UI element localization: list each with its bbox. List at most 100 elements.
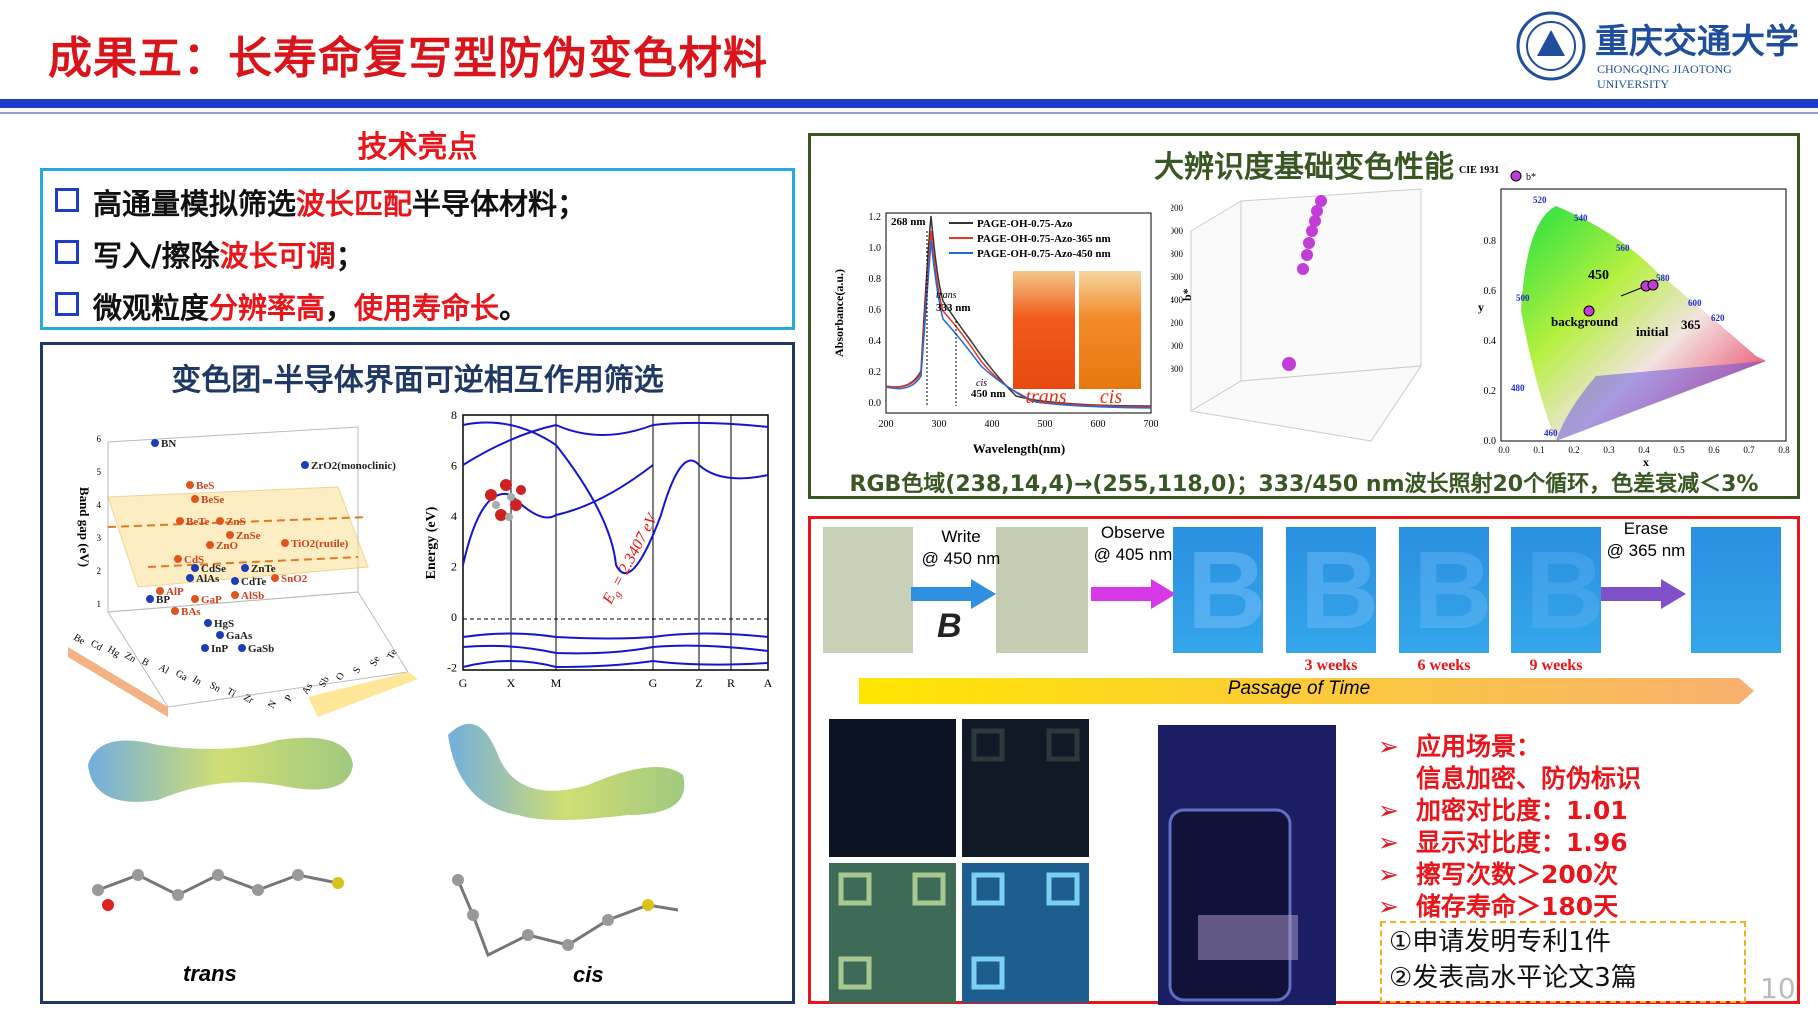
color-caption: RGB色域(238,14,4)→(255,118,0)；333/450 nm波长… (849, 472, 1759, 497)
z-tick-label: 4 (97, 500, 102, 510)
cis-label: cis (573, 962, 604, 987)
material-label: InP (211, 643, 228, 655)
step-action: Observe (1100, 523, 1166, 542)
annotation: trans (936, 290, 957, 301)
material-label: CdS (184, 554, 204, 566)
highlight-text: 微观粒度 (93, 291, 210, 325)
application-text: 显示对比度：1.96 (1416, 828, 1628, 857)
annotation: 333 nm (936, 302, 971, 314)
cation-label: Cd (89, 638, 105, 653)
cation-label: In (191, 674, 204, 688)
material-label: BN (161, 438, 176, 450)
week-label: 6 weeks (1417, 657, 1471, 674)
y-tick-label: 2 (451, 560, 457, 574)
step-wavelength: @ 405 nm (1093, 545, 1173, 564)
step-wavelength: @ 450 nm (921, 549, 1001, 568)
application-item: ➢ 加密对比度：1.01 (1378, 795, 1641, 827)
k-point-label: A (764, 676, 773, 690)
material-point (186, 574, 194, 582)
material-label: ZnSe (236, 530, 261, 542)
material-point (191, 495, 199, 503)
highlight-item: 微观粒度分辨率高，使用寿命长。 (55, 285, 528, 327)
logo-cn: 重庆交通大学 (1595, 22, 1799, 62)
material-label: BeTe (186, 516, 210, 528)
y-tick-label: -2 (447, 661, 457, 675)
qr-grid (829, 719, 1089, 1003)
anion-label: O (334, 671, 347, 683)
highlight-text: ； (335, 239, 365, 273)
z-tick-label: 2400 (1171, 295, 1184, 305)
outputs-box (1380, 921, 1746, 1003)
k-point-label: G (649, 676, 658, 690)
y-tick-label: 0.6 (869, 305, 882, 316)
step-action: Erase (1623, 519, 1669, 538)
material-point (171, 607, 179, 615)
y-tick-label: 1.2 (869, 212, 882, 223)
material-label: GaP (201, 594, 222, 606)
material-point (146, 595, 154, 603)
exposed-film: B (1173, 527, 1266, 653)
cation-label: Ti (225, 686, 238, 700)
legend-label: PAGE-OH-0.75-Azo-365 nm (977, 233, 1111, 245)
k-point-label: G (459, 676, 468, 690)
cation-label: Hg (106, 644, 122, 660)
application-text: 擦写次数＞200次 (1416, 860, 1619, 889)
write-letter: B (937, 607, 962, 645)
material-label: SnO2 (281, 573, 308, 585)
material-point (151, 439, 159, 447)
y-tick-label: 0.6 (1484, 286, 1497, 297)
header-line (0, 112, 1818, 114)
week-label: 9 weeks (1529, 657, 1583, 674)
highlight-text: 使用寿命长 (354, 291, 500, 325)
cie-annotation: background (1551, 314, 1619, 329)
logo: 重庆交通大学 CHONGQING JIAOTONG UNIVERSITY (1515, 10, 1805, 91)
material-label: HgS (214, 618, 234, 630)
material-label: BeS (196, 480, 214, 492)
material-label: BeSe (201, 494, 224, 506)
y-tick-label: 0.2 (869, 367, 882, 378)
exposed-letter: B (1525, 529, 1605, 652)
logo-en: CHONGQING JIAOTONG UNIVERSITY (1597, 62, 1732, 91)
wavelength-label: 540 (1574, 213, 1588, 223)
highlight-text: 半导体材料； (412, 187, 587, 221)
bandgap-3d-plot: Band gap (eV)654321BNZrO2(monoclinic)BeS… (68, 426, 418, 717)
y-tick-label: 0.0 (1484, 436, 1497, 447)
x-axis-label: Wavelength(nm) (973, 441, 1065, 456)
material-label: TiO2(rutile) (291, 538, 349, 550)
annotation: cis (976, 378, 987, 389)
output-item: ①申请发明专利1件 (1389, 927, 1611, 957)
y-axis-label: Absorbance(a.u.) (832, 269, 846, 357)
material-label: ZnS (226, 516, 246, 528)
material-point (216, 631, 224, 639)
y-tick-label: 0 (451, 610, 457, 624)
highlights-box: 高通量模拟筛选波长匹配半导体材料； 写入/擦除波长可调； 微观粒度分辨率高，使用寿命… (40, 168, 795, 330)
material-label: CdSe (201, 563, 226, 575)
highlight-text: 。 (499, 291, 529, 325)
arrow-bullet: ➢ (1378, 892, 1399, 921)
material-label: BP (156, 594, 170, 606)
highlight-text: 分辨率高 (209, 291, 326, 325)
application-text: 加密对比度：1.01 (1416, 796, 1628, 825)
exposed-letter: B (1413, 529, 1493, 652)
z-tick-label: 5 (97, 467, 102, 477)
z-tick-label: 6 (97, 434, 102, 444)
material-point (271, 574, 279, 582)
material-point (174, 555, 182, 563)
z-tick-label: 1 (97, 599, 102, 609)
color-panel: 大辨识度基础变色性能 Absorbance(a.u.) 0.0 0.2 0.4 0.6 0… (808, 133, 1800, 499)
observe-arrow (1091, 579, 1176, 609)
y-tick-label: 0.0 (869, 398, 882, 409)
x-tick-label: 300 (932, 419, 947, 430)
highlight-text: 写入/擦除 (93, 239, 220, 273)
x-tick-label: 0.5 (1673, 445, 1685, 455)
screening-title: 变色团-半导体界面可逆相互作用筛选 (171, 363, 664, 398)
material-point (241, 564, 249, 572)
wavelength-label: 500 (1516, 293, 1530, 303)
k-point-label: M (551, 676, 562, 690)
header-bar (0, 99, 1818, 108)
wavelength-label: 520 (1533, 195, 1547, 205)
step-action: Write (941, 527, 981, 546)
y-axis-label: Energy (eV) (424, 506, 439, 579)
z-axis-label: b* (1180, 288, 1194, 301)
